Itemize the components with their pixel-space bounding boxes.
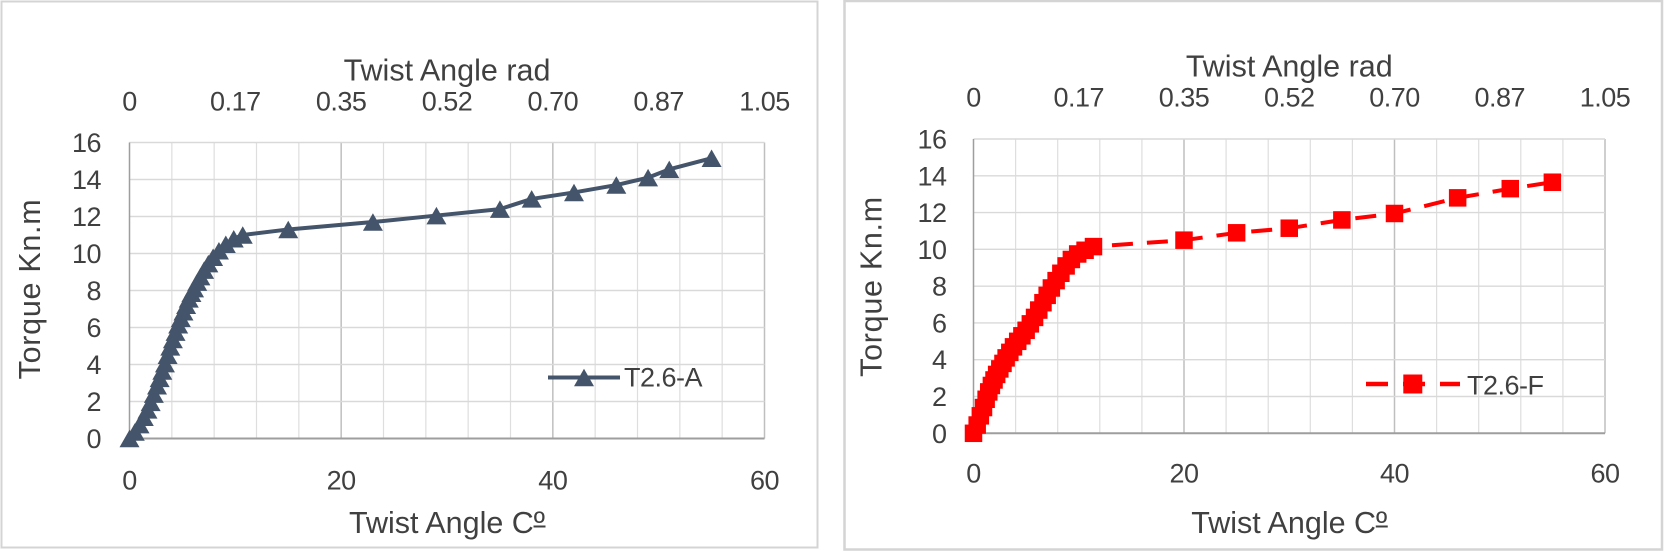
svg-text:16: 16: [917, 125, 946, 155]
svg-text:40: 40: [538, 465, 567, 495]
svg-text:2: 2: [932, 382, 947, 412]
svg-text:0.35: 0.35: [1159, 83, 1210, 113]
svg-text:Torque Kn.m: Torque Kn.m: [13, 199, 47, 380]
svg-text:60: 60: [1590, 458, 1619, 488]
svg-text:60: 60: [750, 465, 779, 495]
svg-text:Twist Angle rad: Twist Angle rad: [344, 53, 551, 87]
svg-text:4: 4: [932, 345, 947, 375]
svg-text:0: 0: [122, 86, 137, 116]
svg-text:4: 4: [86, 350, 101, 380]
svg-text:T2.6-F: T2.6-F: [1467, 371, 1544, 401]
svg-text:0.17: 0.17: [210, 86, 261, 116]
svg-text:10: 10: [917, 235, 946, 265]
svg-text:12: 12: [917, 198, 946, 228]
svg-text:20: 20: [327, 465, 356, 495]
svg-text:6: 6: [86, 313, 101, 343]
svg-text:8: 8: [932, 272, 947, 302]
svg-text:0: 0: [966, 83, 981, 113]
svg-text:40: 40: [1380, 458, 1409, 488]
svg-text:0.52: 0.52: [422, 86, 473, 116]
svg-text:16: 16: [72, 128, 101, 158]
svg-text:Twist Angle rad: Twist Angle rad: [1186, 49, 1393, 83]
svg-text:0.17: 0.17: [1053, 83, 1104, 113]
svg-text:Torque Kn.m: Torque Kn.m: [855, 196, 889, 377]
svg-text:8: 8: [86, 276, 101, 306]
svg-text:0: 0: [932, 419, 947, 449]
svg-text:0.87: 0.87: [633, 86, 684, 116]
svg-text:0.70: 0.70: [1369, 83, 1420, 113]
svg-text:14: 14: [72, 165, 102, 195]
svg-text:1.05: 1.05: [739, 86, 790, 116]
svg-text:Twist Angle Cº: Twist Angle Cº: [349, 506, 545, 540]
svg-text:0: 0: [122, 465, 137, 495]
svg-text:0.87: 0.87: [1474, 83, 1525, 113]
svg-text:Twist Angle Cº: Twist Angle Cº: [1191, 506, 1387, 540]
svg-text:2: 2: [86, 387, 101, 417]
svg-text:0: 0: [966, 458, 981, 488]
svg-text:0.70: 0.70: [528, 86, 579, 116]
svg-text:14: 14: [917, 161, 947, 191]
svg-text:12: 12: [72, 202, 101, 232]
svg-text:0: 0: [86, 424, 101, 454]
svg-text:20: 20: [1169, 458, 1198, 488]
svg-text:0.52: 0.52: [1264, 83, 1315, 113]
svg-text:T2.6-A: T2.6-A: [624, 363, 703, 393]
svg-text:0.35: 0.35: [316, 86, 367, 116]
svg-text:10: 10: [72, 239, 101, 269]
svg-text:6: 6: [932, 308, 947, 338]
svg-text:1.05: 1.05: [1580, 83, 1631, 113]
